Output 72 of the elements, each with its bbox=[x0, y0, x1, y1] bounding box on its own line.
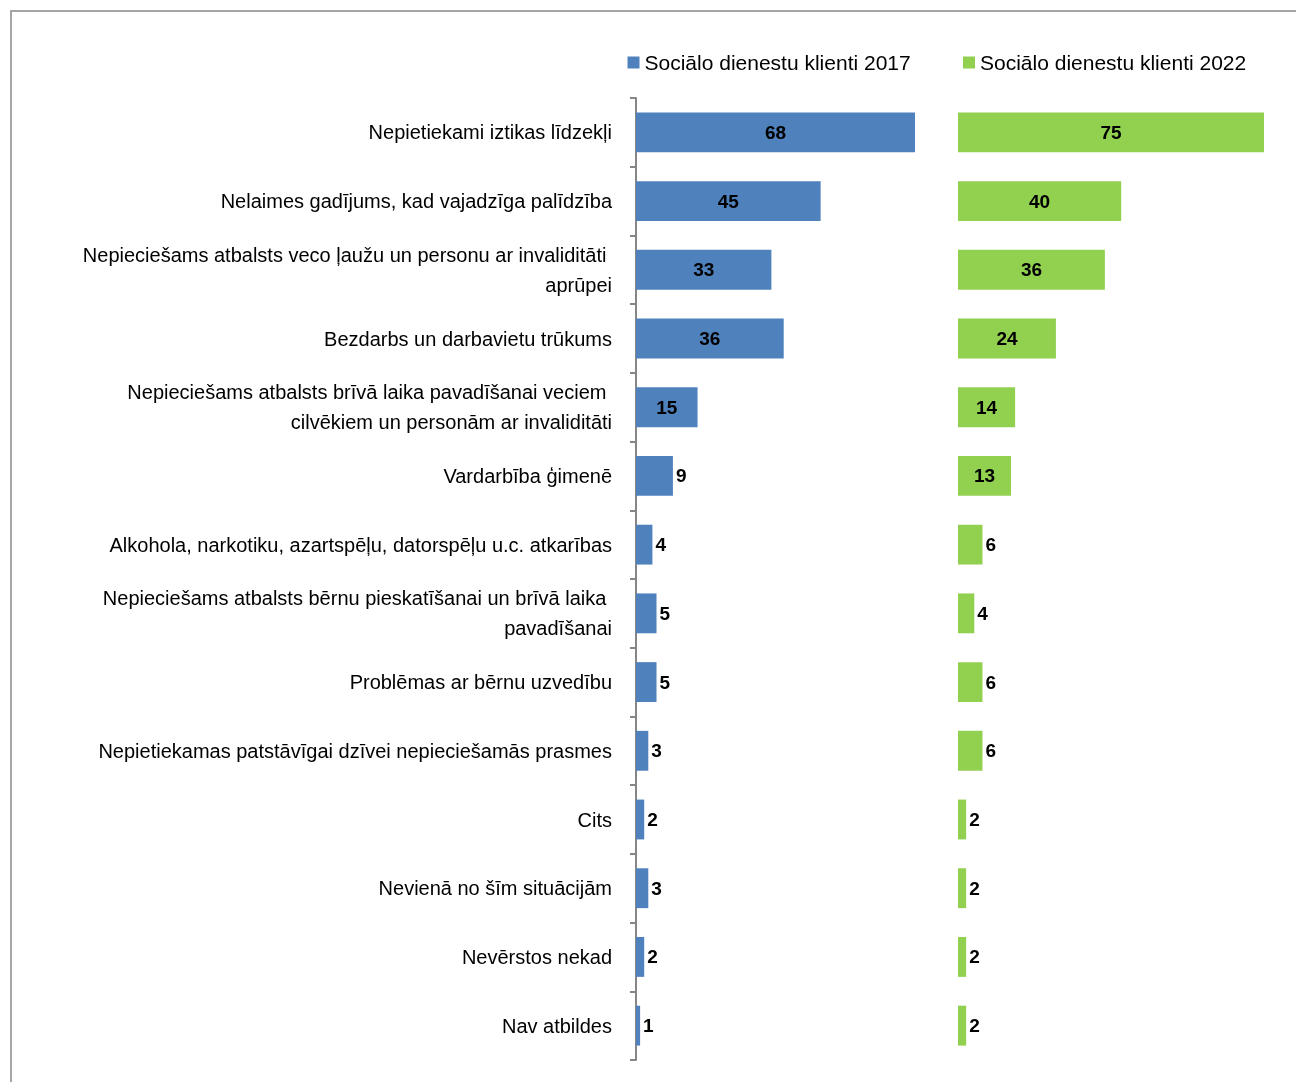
data-label: 2 bbox=[969, 1015, 980, 1037]
bar bbox=[636, 249, 772, 290]
bar bbox=[958, 593, 975, 634]
y-tick-label: Nav atbildes bbox=[501, 1014, 612, 1037]
bar bbox=[636, 318, 784, 359]
y-tick-label: Nevērstos nekad bbox=[461, 945, 612, 968]
bar bbox=[958, 662, 983, 702]
data-label: 36 bbox=[1020, 259, 1043, 281]
y-tick-label: Nelaimes gadījums, kad vajadzīga palīdzība bbox=[220, 190, 613, 213]
bar bbox=[958, 524, 983, 565]
data-label: 3 bbox=[651, 877, 662, 899]
bar bbox=[958, 249, 1105, 290]
data-label: 4 bbox=[655, 534, 667, 556]
bar bbox=[958, 112, 1264, 153]
data-label: 6 bbox=[985, 671, 997, 693]
bar bbox=[636, 662, 657, 702]
data-label: 15 bbox=[656, 396, 678, 418]
legend-label: Sociālo dienestu klienti 2022 bbox=[980, 51, 1247, 74]
data-label: 36 bbox=[699, 328, 721, 349]
bar bbox=[958, 937, 967, 977]
y-tick-label: Nepietiekami iztikas līdzekļi bbox=[368, 121, 612, 144]
data-label: 6 bbox=[985, 740, 997, 762]
data-label: 9 bbox=[675, 465, 687, 487]
bar bbox=[636, 112, 915, 153]
bar bbox=[636, 799, 645, 840]
y-tick-label: Bezdarbs un darbavietu trūkums bbox=[324, 327, 612, 350]
bar bbox=[958, 868, 967, 909]
y-tick-label: Alkohola, narkotiku, azartspēļu, datorspēļu u.c. atkarības bbox=[109, 533, 612, 556]
y-tick-label: Nepieciešams atbalsts bērnu pieskatīšanai un brīvā laika pavadīšanai bbox=[102, 587, 612, 640]
data-label: 2 bbox=[647, 946, 658, 968]
bar bbox=[636, 868, 649, 909]
bar bbox=[636, 937, 645, 977]
data-label: 3 bbox=[651, 740, 662, 762]
y-tick-label: Nepietiekamas patstāvīgai dzīvei nepieciešamās prasmes bbox=[98, 739, 612, 762]
bar bbox=[958, 799, 967, 840]
y-tick-label: Nepieciešams atbalsts brīvā laika pavadīšanai veciem cilvēkiem un personām ar invaliditāti bbox=[127, 381, 612, 434]
bar bbox=[636, 387, 698, 428]
bar bbox=[958, 456, 1012, 496]
data-label: 5 bbox=[659, 671, 671, 693]
y-tick-label: Problēmas ar bērnu uzvedību bbox=[349, 671, 612, 694]
bar bbox=[958, 1005, 967, 1046]
data-label: 2 bbox=[969, 809, 980, 830]
data-label: 75 bbox=[1100, 121, 1122, 143]
y-tick-label: Nevienā no šīm situācijām bbox=[378, 877, 612, 900]
bar bbox=[636, 524, 653, 565]
data-label: 24 bbox=[996, 328, 1018, 349]
data-label: 40 bbox=[1029, 190, 1051, 212]
legend-label: Sociālo dienestu klienti 2017 bbox=[644, 51, 911, 74]
data-label: 2 bbox=[969, 946, 980, 968]
bar bbox=[636, 593, 657, 634]
bar bbox=[958, 318, 1056, 359]
data-label: 13 bbox=[973, 465, 996, 487]
data-label: 45 bbox=[717, 190, 740, 212]
data-label: 68 bbox=[764, 121, 787, 143]
data-label: 5 bbox=[659, 602, 671, 624]
bar bbox=[636, 730, 649, 771]
bar bbox=[958, 387, 1016, 428]
bar bbox=[958, 181, 1122, 221]
data-label: 2 bbox=[969, 877, 980, 899]
y-tick-label: Cits bbox=[577, 808, 612, 831]
bar bbox=[958, 730, 983, 771]
data-label: 4 bbox=[977, 602, 989, 624]
bar bbox=[636, 1005, 641, 1046]
data-label: 14 bbox=[975, 396, 998, 418]
data-label: 2 bbox=[647, 809, 658, 830]
y-tick-label: Vardarbība ģimenē bbox=[443, 464, 612, 487]
data-label: 33 bbox=[693, 259, 715, 281]
data-label: 6 bbox=[985, 534, 997, 556]
y-tick-label: Nepieciešams atbalsts veco ļaužu un personu ar invaliditāti aprūpei bbox=[82, 243, 612, 296]
bar bbox=[636, 181, 821, 221]
data-label: 1 bbox=[643, 1015, 655, 1037]
bar bbox=[636, 456, 673, 496]
